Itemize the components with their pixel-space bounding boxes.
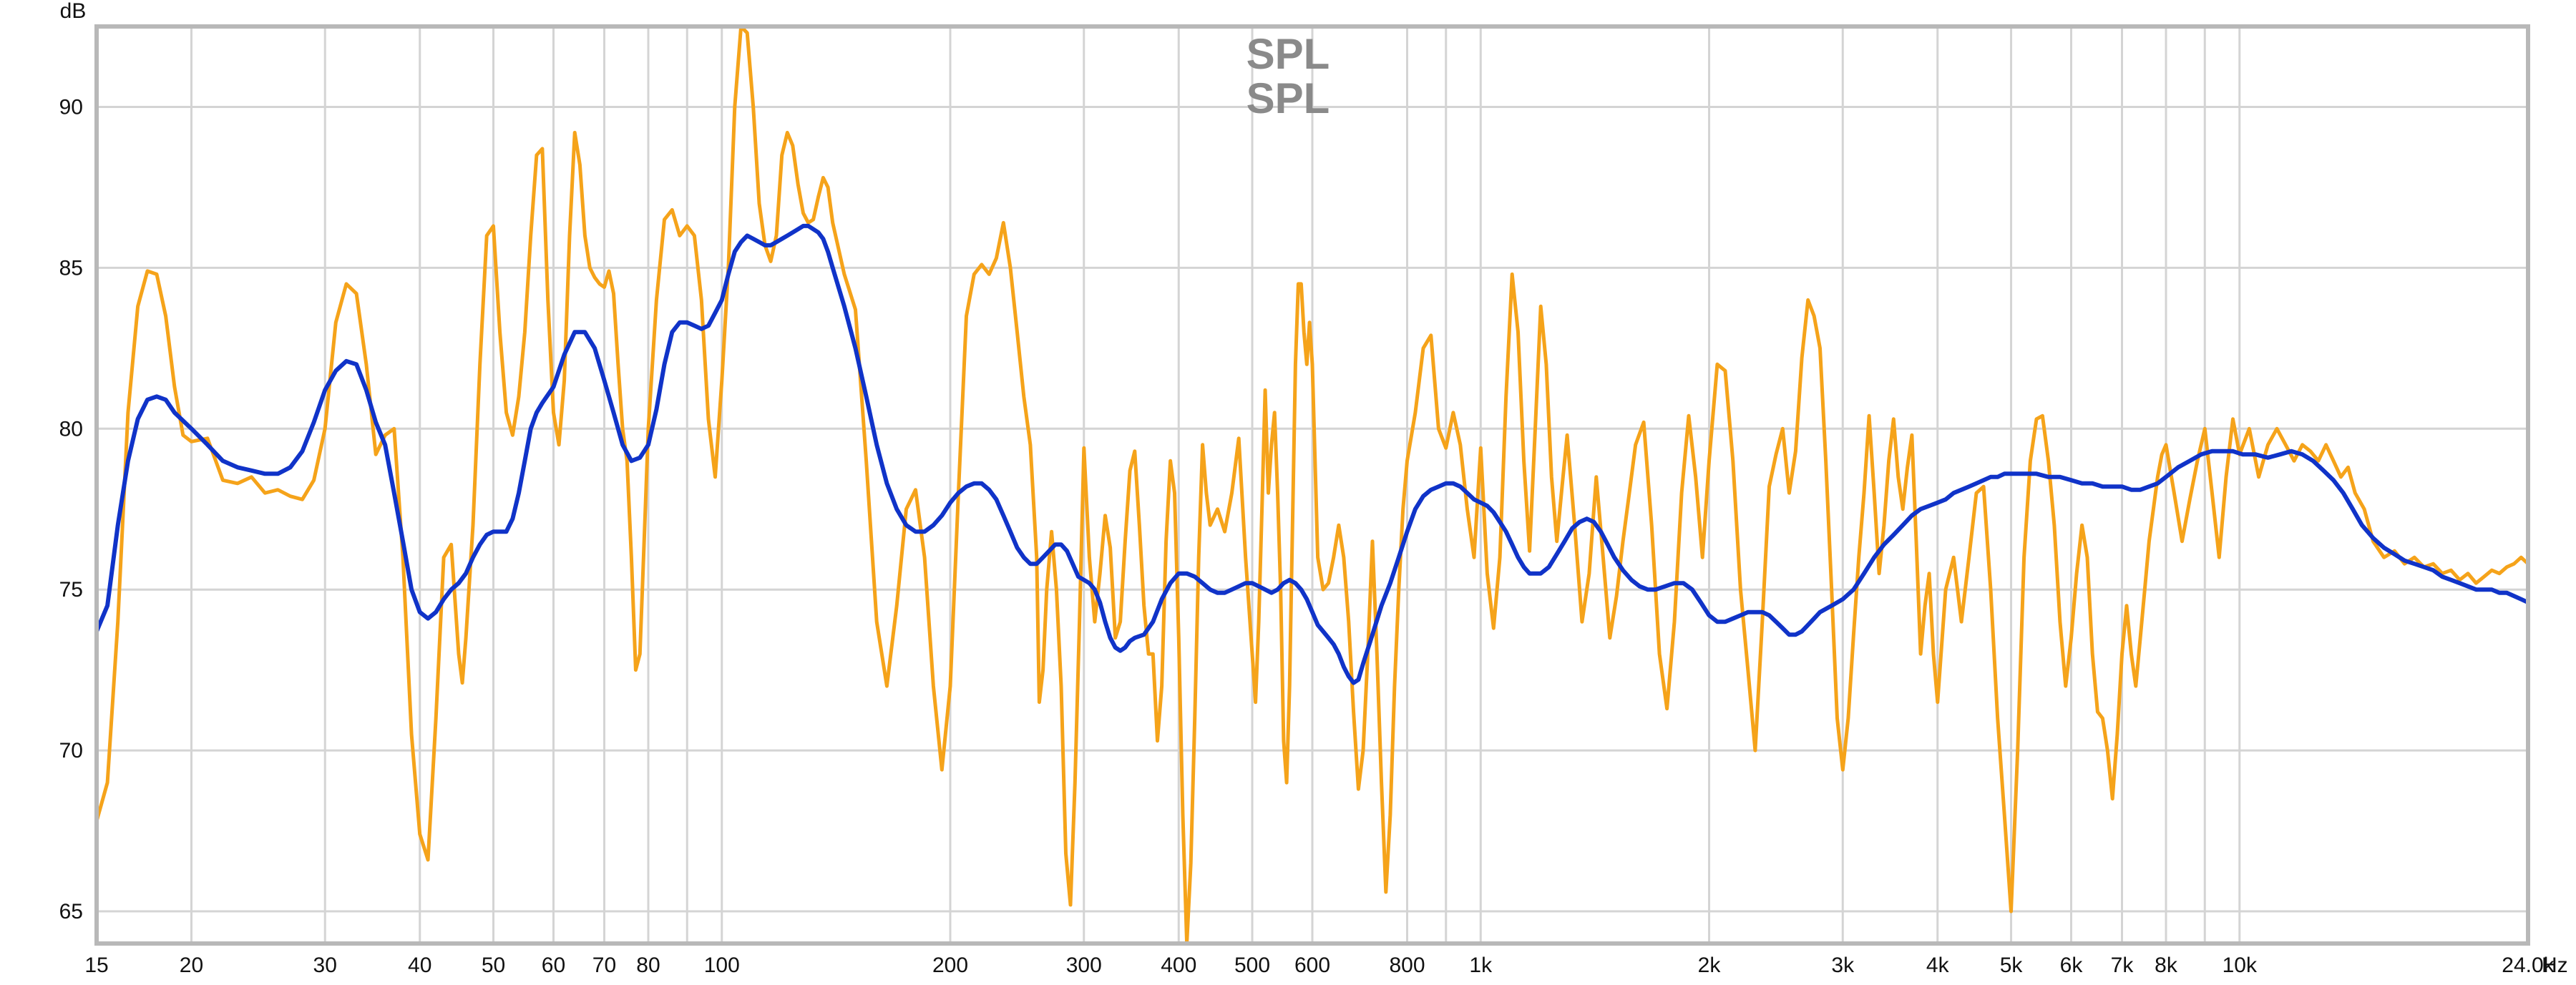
x-tick-label: 50 [482,954,505,977]
x-tick-label: 400 [1161,954,1196,977]
x-tick-labels: 15 20 30 40 50 60 70 80 100 200 300 400 500 600 800 1k 2… [84,954,2555,977]
y-tick-label: 80 [59,417,83,441]
x-tick-label: 600 [1294,954,1330,977]
plot-frame [94,24,2530,946]
x-tick-label: 7k [2111,954,2135,977]
x-tick-label: 80 [636,954,660,977]
x-tick-label: 200 [932,954,968,977]
x-tick-label: 60 [542,954,565,977]
x-tick-label: 10k [2223,954,2258,977]
x-tick-label: 5k [2000,954,2024,977]
x-tick-label: 70 [592,954,616,977]
x-unit-label: Hz [2542,954,2568,977]
chart-subtitle: SPL [1246,74,1330,122]
x-tick-label: 1k [1469,954,1493,977]
y-tick-label: 90 [59,95,83,119]
x-tick-label: 100 [704,954,740,977]
y-tick-labels: 65 70 75 80 85 90 [59,95,83,923]
x-tick-label: 40 [408,954,431,977]
x-tick-label: 20 [180,954,203,977]
orange-spl-series-line [94,24,2530,946]
y-tick-label: 65 [59,900,83,923]
horizontal-gridlines [97,105,2528,913]
y-tick-label: 70 [59,739,83,763]
series-layer [94,24,2530,946]
x-tick-label: 8k [2155,954,2178,977]
blue-smoothed-spl-series-line [94,223,2530,685]
x-tick-label: 500 [1234,954,1270,977]
y-unit-label: dB [60,0,87,23]
x-tick-label: 2k [1698,954,1722,977]
y-tick-label: 75 [59,578,83,602]
x-tick-label: 30 [313,954,337,977]
x-tick-label: 800 [1389,954,1425,977]
y-tick-label: 85 [59,256,83,280]
x-tick-label: 3k [1831,954,1855,977]
x-tick-label: 6k [2060,954,2084,977]
x-tick-label: 300 [1066,954,1102,977]
x-tick-label: 4k [1926,954,1950,977]
x-tick-label: 15 [84,954,108,977]
chart-title: SPL [1246,30,1330,78]
x-tick-label: 24.0k [2502,954,2555,977]
